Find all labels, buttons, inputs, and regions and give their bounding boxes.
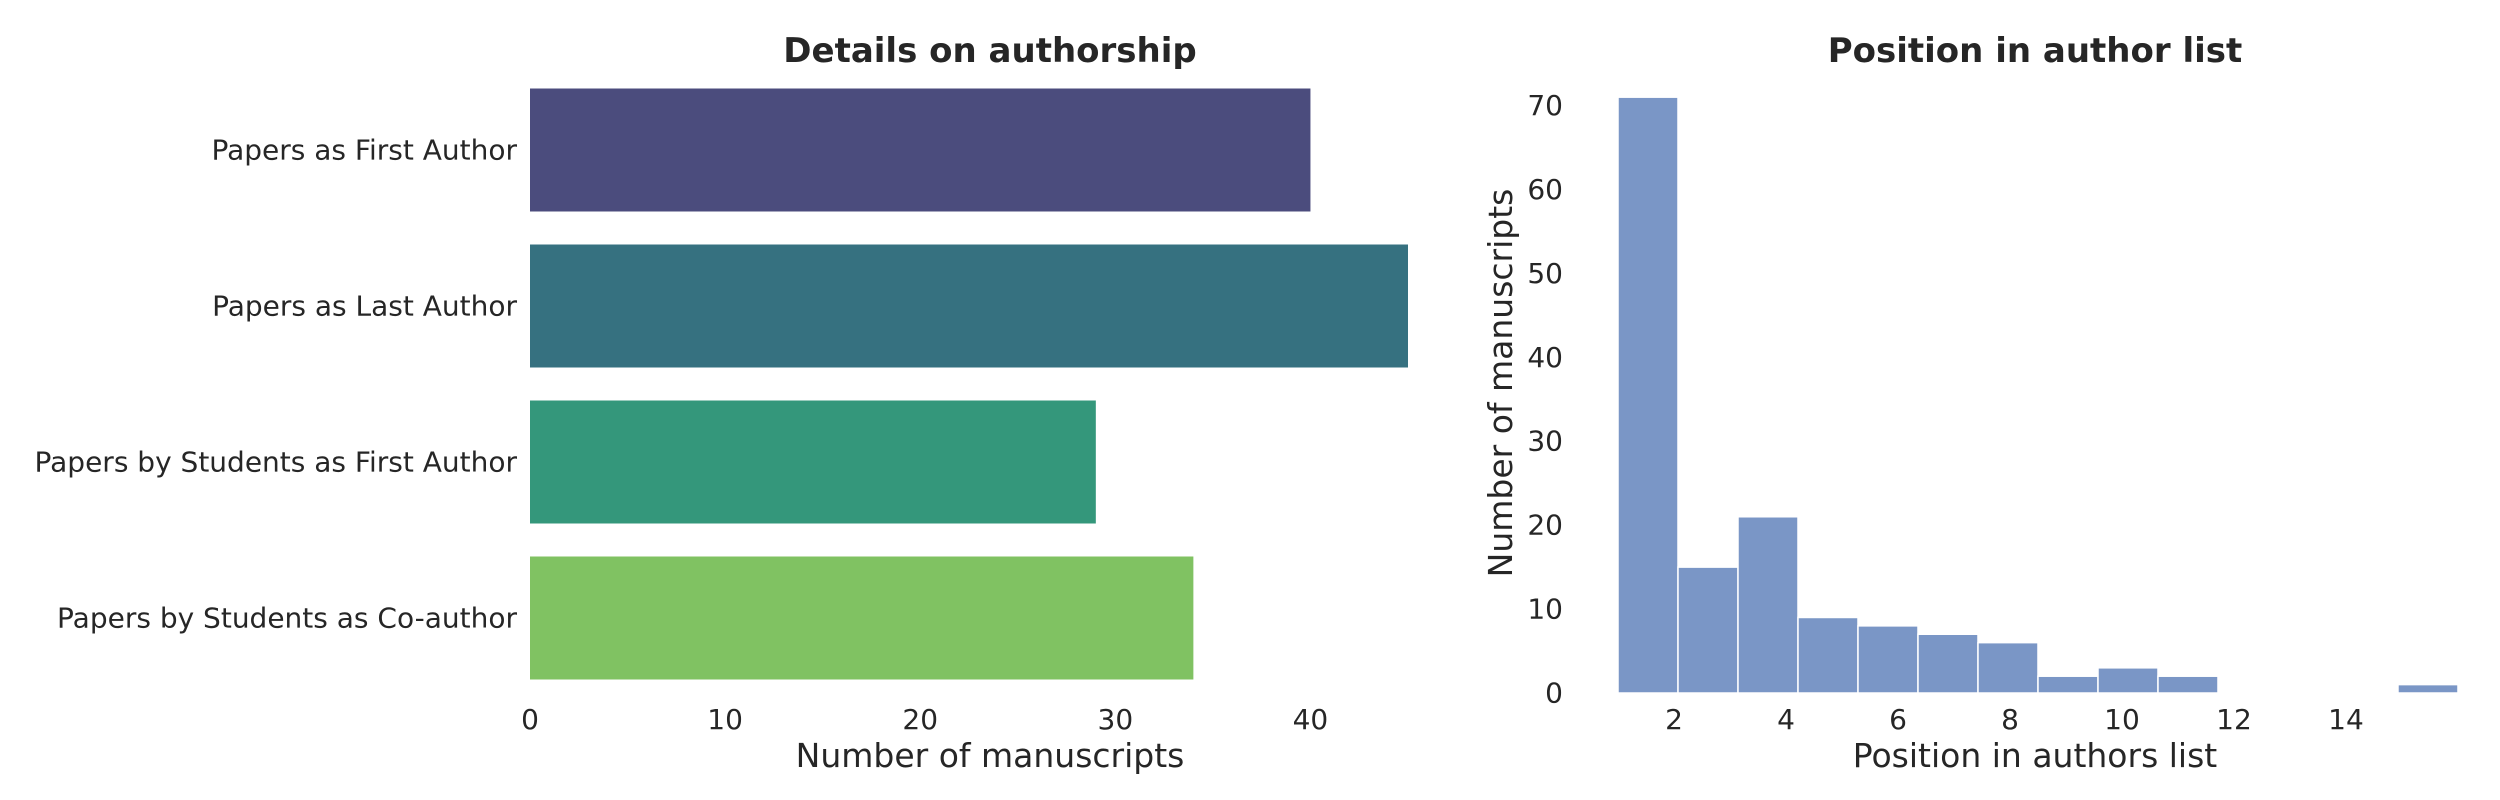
- histogram-bar-0: [1617, 96, 1679, 694]
- histogram-bar-13: [2397, 683, 2459, 694]
- histogram-bar-7: [2037, 675, 2099, 694]
- position-x-tick-labels: 2 4 6 8 10 12 14: [1665, 703, 2364, 736]
- x-tick-label: 2: [1665, 703, 1683, 736]
- bar-3: [530, 556, 1194, 680]
- x-tick-label: 20: [902, 703, 938, 736]
- histogram-bar-4: [1857, 625, 1919, 694]
- x-tick-label: 14: [2328, 703, 2364, 736]
- authorship-x-axis-label: Number of manuscripts: [796, 736, 1185, 775]
- y-tick-label: 30: [1527, 425, 1563, 458]
- category-label: Papers by Students as Co-author: [57, 602, 517, 635]
- x-tick-label: 12: [2216, 703, 2252, 736]
- y-tick-label: 50: [1527, 257, 1563, 290]
- y-tick-label: 60: [1527, 173, 1563, 206]
- x-tick-label: 0: [521, 703, 539, 736]
- category-label: Papers by Students as First Author: [35, 446, 518, 479]
- x-tick-label: 30: [1098, 703, 1134, 736]
- y-tick-label: 40: [1527, 341, 1563, 374]
- x-tick-label: 4: [1777, 703, 1795, 736]
- histogram-bar-1: [1677, 566, 1739, 694]
- x-tick-label: 6: [1889, 703, 1907, 736]
- authorship-bars: [530, 88, 1408, 680]
- histogram-bar-6: [1977, 641, 2039, 694]
- histogram-bar-3: [1797, 616, 1859, 694]
- position-y-tick-labels: 0 10 20 30 40 50 60 70: [1527, 89, 1563, 709]
- authorship-x-tick-labels: 0 10 20 30 40: [521, 703, 1328, 736]
- category-label: Papers as Last Author: [212, 290, 517, 323]
- position-y-axis-label: Number of manuscripts: [1481, 189, 1520, 578]
- histogram-bar-5: [1917, 633, 1979, 694]
- position-histogram-bars: [1617, 96, 2459, 694]
- position-chart: Position in author list 010203040506070 …: [1481, 31, 2459, 775]
- y-tick-label: 20: [1527, 509, 1563, 542]
- x-tick-label: 10: [2104, 703, 2140, 736]
- category-label: Papers as First Author: [211, 134, 517, 167]
- x-tick-label: 10: [707, 703, 743, 736]
- y-tick-label: 10: [1527, 593, 1563, 626]
- x-tick-label: 40: [1293, 703, 1329, 736]
- y-tick-label: 70: [1527, 89, 1563, 122]
- x-tick-label: 8: [2001, 703, 2019, 736]
- authorship-chart-title: Details on authorship: [783, 31, 1196, 71]
- bar-1: [530, 244, 1408, 368]
- authorship-category-labels: Papers as First Author Papers as Last Aut…: [35, 134, 518, 635]
- histogram-bar-8: [2097, 667, 2159, 694]
- histogram-bar-2: [1737, 516, 1799, 694]
- position-x-axis-label: Position in authors list: [1853, 736, 2218, 775]
- y-tick-label: 0: [1545, 677, 1563, 710]
- histogram-bar-9: [2157, 675, 2219, 694]
- position-chart-title: Position in author list: [1828, 31, 2243, 71]
- bar-0: [530, 88, 1311, 212]
- bar-2: [530, 400, 1096, 524]
- authorship-chart: Details on authorship Papers as First Au…: [35, 31, 1408, 775]
